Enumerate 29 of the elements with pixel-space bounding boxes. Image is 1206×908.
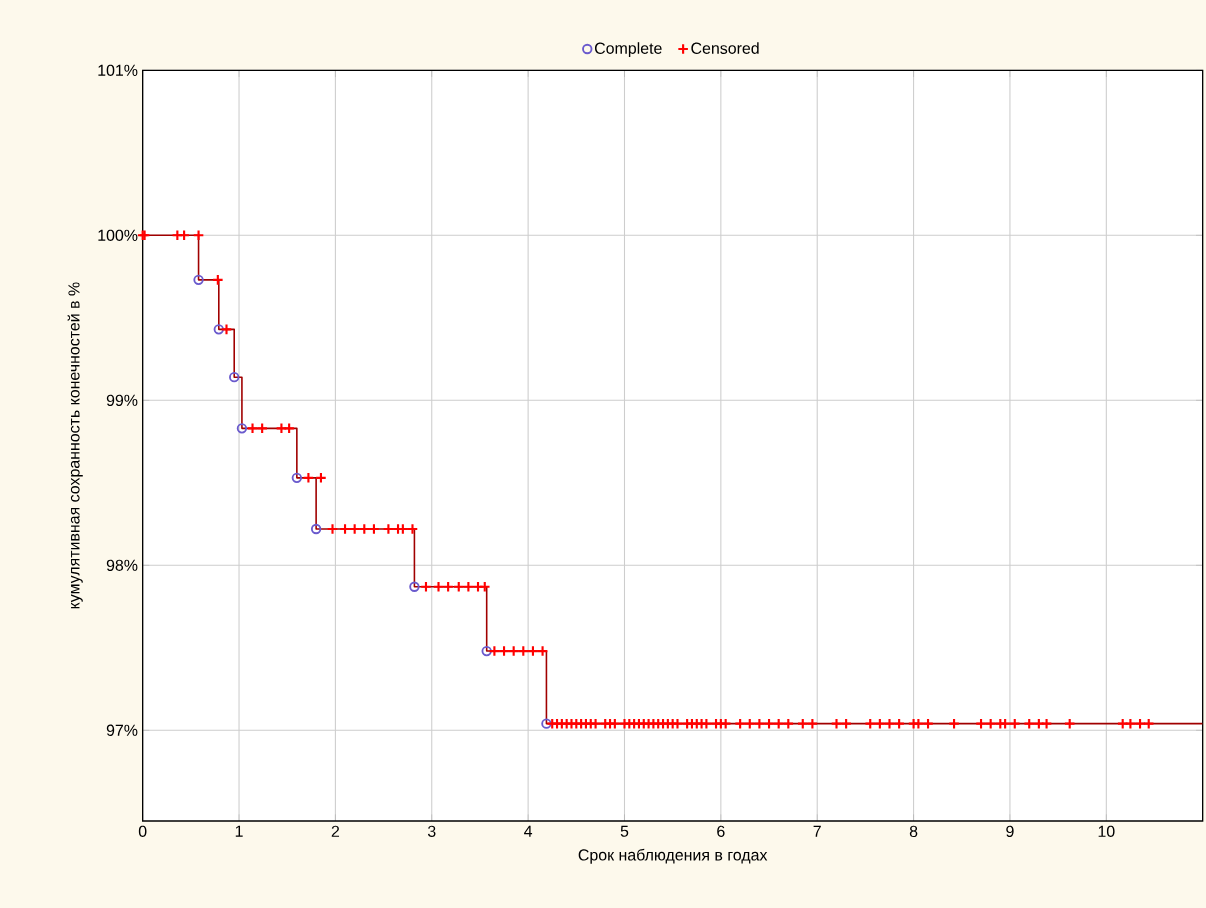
point	[291, 472, 303, 484]
point	[193, 274, 204, 286]
point	[541, 718, 552, 729]
x-tick-label: 2	[331, 825, 340, 837]
y-tick-label: 97%	[106, 724, 138, 736]
point	[409, 581, 420, 592]
x-tick-label: 7	[813, 825, 821, 837]
legend-label: Censored	[691, 42, 759, 54]
x-tick-label: 9	[1006, 825, 1014, 837]
x-tick-label: 1	[235, 825, 243, 837]
x-tick-label: 6	[717, 825, 725, 837]
y-tick-label: 101%	[98, 64, 138, 76]
point	[481, 645, 492, 657]
x-axis-title: Срок наблюдения в годах	[578, 848, 768, 864]
point	[229, 372, 240, 383]
x-tick-label: 3	[427, 825, 436, 837]
point	[310, 523, 322, 535]
x-tick-label: 4	[524, 825, 533, 837]
y-tick-label: 98%	[106, 559, 138, 571]
point	[213, 324, 224, 335]
y-tick-label: 100%	[98, 229, 138, 241]
x-tick-label: 0	[138, 825, 147, 837]
legend-label: Complete	[594, 42, 662, 58]
y-axis-title: кумулятивная сохранность конечностей в %	[67, 282, 83, 609]
x-tick-label: 8	[909, 825, 918, 837]
y-tick-label: 99%	[106, 394, 138, 406]
x-tick-label: 10	[1098, 825, 1115, 837]
x-tick-label: 5	[620, 825, 629, 837]
point	[236, 423, 248, 434]
